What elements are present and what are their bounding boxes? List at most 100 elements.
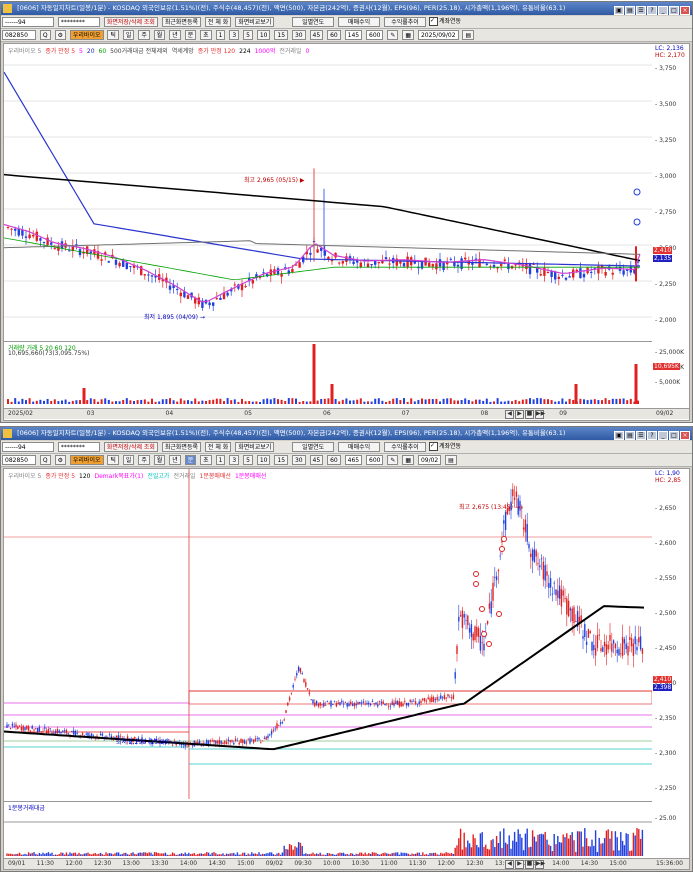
link-icon[interactable]: ▤ — [625, 6, 635, 15]
password-field[interactable]: ******** — [57, 441, 100, 452]
save-screen-button[interactable]: 화면저장/삭제 조회 — [103, 441, 158, 452]
lock-icon[interactable]: ▣ — [614, 6, 624, 15]
minimize-icon[interactable]: _ — [658, 6, 668, 15]
period-second-button[interactable]: 초 — [200, 454, 212, 465]
chart-area-minute[interactable]: 우리바이오 5 종가 만정 5 120 Demark목표가(1) 전일고가 전거래일 1분봉… — [3, 468, 690, 870]
minute-15-button[interactable]: 15 — [274, 454, 289, 465]
trade-profit-button[interactable]: 매매수익 — [338, 441, 381, 452]
volume-pane-2[interactable]: 1분봉거래대금 — [4, 801, 652, 858]
minute-45-button[interactable]: 45 — [309, 29, 324, 40]
account-combo[interactable]: ------94 — [2, 16, 54, 27]
minute-60-button[interactable]: 60 — [327, 29, 341, 40]
recent-screen-button[interactable]: 최근화면등록 — [161, 441, 201, 452]
period-tick-button[interactable]: 틱 — [107, 454, 119, 465]
window-titlebar-2[interactable]: [0606] 자동일지차트(일봉/1분) - KOSDAQ 외국인보유(1.51… — [1, 427, 692, 440]
minute-45-button[interactable]: 45 — [309, 454, 324, 465]
scroll-button[interactable]: ▶ — [515, 860, 524, 869]
scroll-button[interactable]: ■ — [525, 860, 534, 869]
all-screen-button[interactable]: 전 체 화 — [204, 16, 232, 27]
period-week-button[interactable]: 주 — [138, 454, 150, 465]
scroll-button[interactable]: ▶▶ — [535, 860, 546, 869]
all-screen-button[interactable]: 전 체 화 — [204, 441, 232, 452]
minute-30-button[interactable]: 30 — [291, 454, 306, 465]
volume-pane[interactable]: 거래량 거래 5 20 60 120 10,695,660(73(3,095.7… — [4, 341, 652, 408]
bar-count-input[interactable]: 465 — [344, 454, 363, 465]
bar-range-input[interactable]: 600 — [366, 29, 384, 40]
scroll-nav[interactable]: ◀ ▶ ■ ▶▶ — [504, 860, 546, 869]
close-icon[interactable]: × — [680, 431, 690, 440]
save-icon[interactable]: ▦ — [402, 454, 415, 465]
period-minute-button[interactable]: 분 — [184, 29, 197, 40]
period-week-button[interactable]: 주 — [138, 29, 150, 40]
minute-30-button[interactable]: 30 — [291, 29, 306, 40]
save-screen-button[interactable]: 화면저장/삭제 조회 — [103, 16, 158, 27]
trade-profit-button[interactable]: 매매수익 — [338, 16, 381, 27]
minute-5-button[interactable]: 5 — [243, 454, 253, 465]
account-combo[interactable]: ------94 — [2, 441, 54, 452]
save-icon[interactable]: ▦ — [402, 29, 415, 40]
profit-trend-button[interactable]: 수익률추이 — [384, 441, 427, 452]
gear-icon[interactable]: ⚙ — [54, 29, 66, 40]
menu-icon[interactable]: ☰ — [636, 6, 646, 15]
date-input[interactable]: 09/02 — [417, 454, 442, 465]
chart-area-daily[interactable]: 우리바이오 5 종가 만정 5 5 20 60 500거래대금 전체제외 역세계망 종가 만정… — [3, 43, 690, 421]
link-icon[interactable]: ▤ — [625, 431, 635, 440]
minute-60-button[interactable]: 60 — [327, 454, 341, 465]
compare-screen-button[interactable]: 화면비교보기 — [235, 16, 275, 27]
account-link-checkbox[interactable]: ✓ 계좌연동 — [428, 442, 462, 451]
profit-trend-button[interactable]: 수익률추이 — [384, 16, 427, 27]
bar-count-input[interactable]: 145 — [344, 29, 363, 40]
help-icon[interactable]: ? — [647, 6, 657, 15]
scroll-button[interactable]: ■ — [525, 410, 534, 419]
price-pane-2[interactable]: 우리바이오 5 종가 만정 5 120 Demark목표가(1) 전일고가 전거래일 1분봉… — [4, 469, 652, 799]
scroll-button[interactable]: ◀ — [505, 410, 514, 419]
help-icon[interactable]: ? — [647, 431, 657, 440]
stock-code-input[interactable]: 082850 — [2, 29, 36, 40]
window-titlebar[interactable]: [0606] 자동일지차트(일봉/1분) - KOSDAQ 외국인보유(1.51… — [1, 2, 692, 15]
recent-screen-button[interactable]: 최근화면등록 — [161, 16, 201, 27]
password-field[interactable]: ******** — [57, 16, 100, 27]
close-icon[interactable]: × — [680, 6, 690, 15]
minute-15-button[interactable]: 15 — [274, 29, 289, 40]
period-month-button[interactable]: 월 — [153, 454, 166, 465]
period-year-button[interactable]: 년 — [169, 454, 181, 465]
minute-3-button[interactable]: 3 — [229, 29, 240, 40]
pencil-icon[interactable]: ✎ — [387, 29, 399, 40]
minute-10-button[interactable]: 10 — [256, 29, 271, 40]
scroll-nav[interactable]: ◀ ▶ ■ ▶▶ — [504, 410, 546, 419]
bar-range-input[interactable]: 600 — [366, 454, 384, 465]
period-year-button[interactable]: 년 — [169, 29, 181, 40]
account-link-checkbox[interactable]: ✓ 계좌연동 — [428, 17, 462, 26]
minute-1-button[interactable]: 1 — [215, 29, 226, 40]
minute-10-button[interactable]: 10 — [256, 454, 271, 465]
stock-code-input[interactable]: 082850 — [2, 454, 36, 465]
maximize-icon[interactable]: □ — [669, 431, 679, 440]
search-icon[interactable]: Q — [39, 454, 51, 465]
stock-name-field[interactable]: 우리바이오 — [69, 454, 104, 465]
search-icon[interactable]: Q — [39, 29, 51, 40]
gear-icon[interactable]: ⚙ — [54, 454, 66, 465]
minute-5-button[interactable]: 5 — [243, 29, 253, 40]
period-day-button[interactable]: 일 — [122, 29, 135, 40]
lock-icon[interactable]: ▣ — [614, 431, 624, 440]
calendar-icon[interactable]: ▤ — [445, 454, 457, 465]
maximize-icon[interactable]: □ — [669, 6, 679, 15]
period-day-button[interactable]: 일 — [122, 454, 135, 465]
daily-button[interactable]: 일별연도 — [292, 441, 335, 452]
price-pane[interactable]: 우리바이오 5 종가 만정 5 5 20 60 500거래대금 전체제외 역세계망 종가 만정… — [4, 44, 652, 339]
period-second-button[interactable]: 초 — [200, 29, 212, 40]
calendar-icon[interactable]: ▤ — [462, 29, 475, 40]
period-month-button[interactable]: 월 — [153, 29, 166, 40]
daily-button[interactable]: 일별연도 — [292, 16, 335, 27]
minute-3-button[interactable]: 3 — [229, 454, 240, 465]
period-tick-button[interactable]: 틱 — [107, 29, 119, 40]
minimize-icon[interactable]: _ — [658, 431, 668, 440]
scroll-button[interactable]: ▶▶ — [535, 410, 546, 419]
pencil-icon[interactable]: ✎ — [387, 454, 399, 465]
scroll-button[interactable]: ◀ — [505, 860, 514, 869]
period-minute-button[interactable]: 분 — [184, 454, 197, 465]
stock-name-field[interactable]: 우리바이오 — [69, 29, 104, 40]
minute-1-button[interactable]: 1 — [215, 454, 226, 465]
menu-icon[interactable]: ☰ — [636, 431, 646, 440]
compare-screen-button[interactable]: 화면비교보기 — [235, 441, 275, 452]
